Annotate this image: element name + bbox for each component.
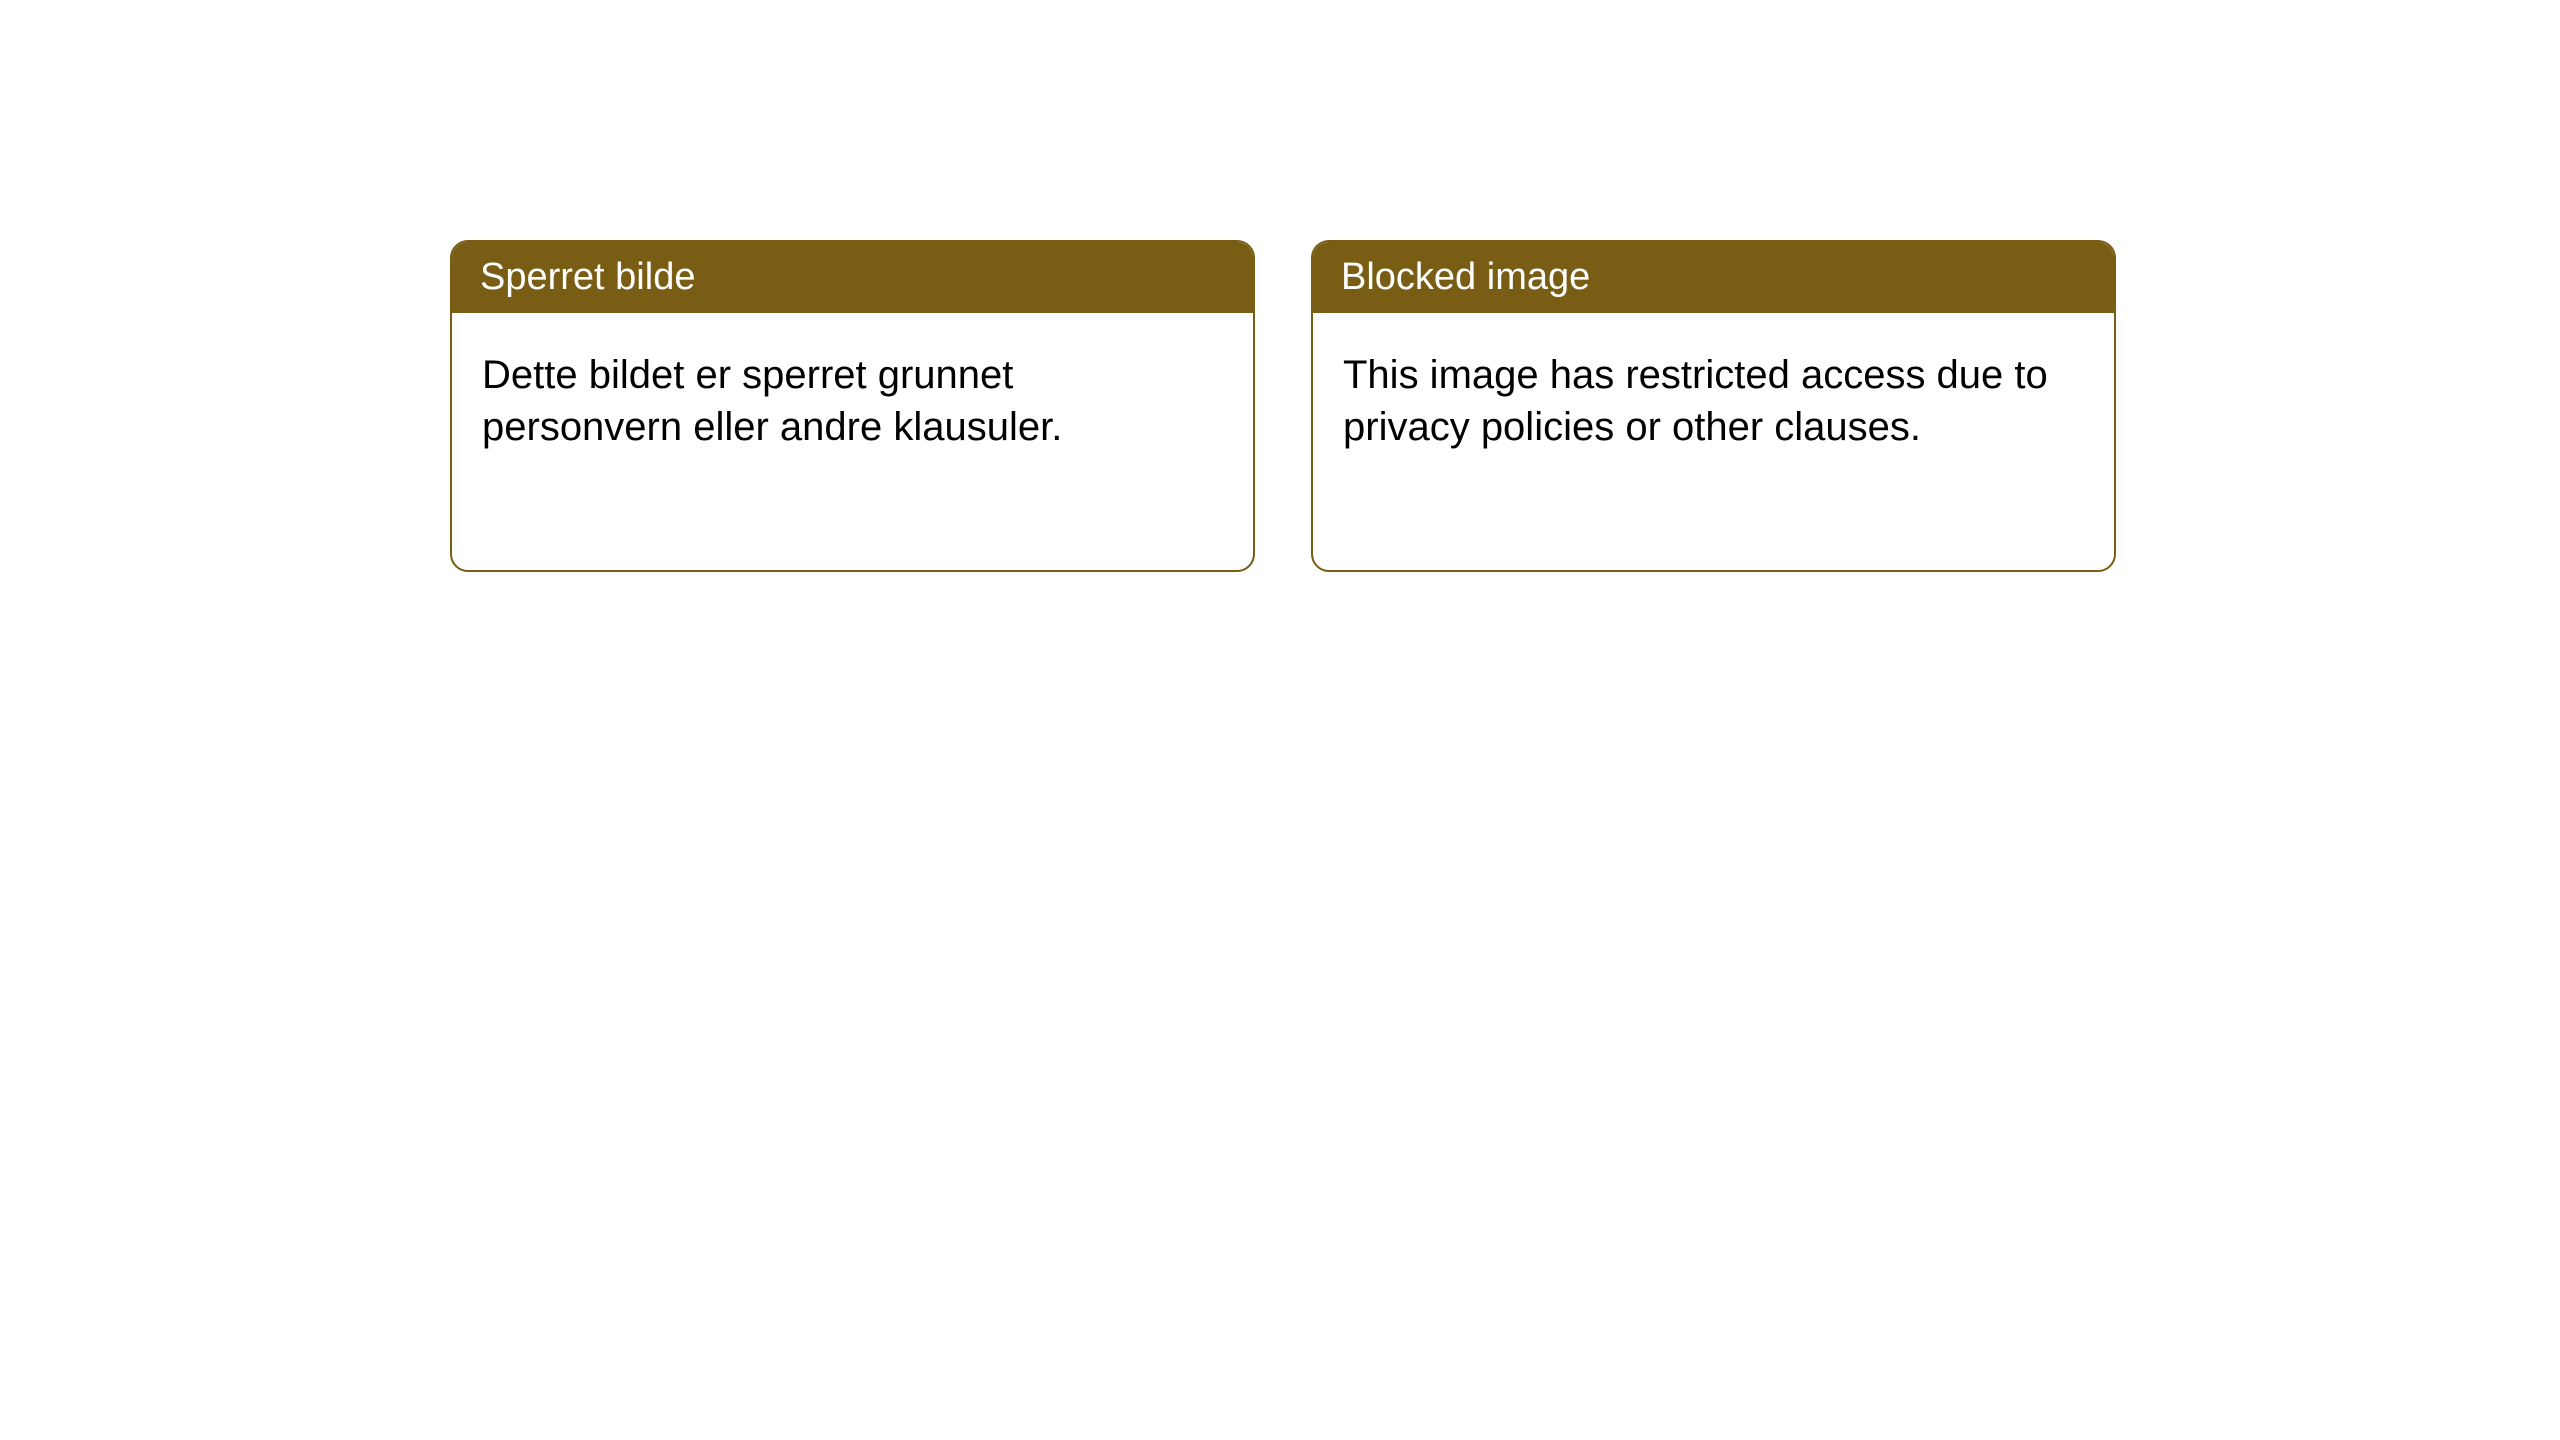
notice-title: Sperret bilde bbox=[480, 256, 695, 298]
notice-message: This image has restricted access due to … bbox=[1343, 353, 2048, 449]
notice-body: This image has restricted access due to … bbox=[1313, 313, 2114, 489]
notice-message: Dette bildet er sperret grunnet personve… bbox=[482, 353, 1062, 449]
notice-card-english: Blocked image This image has restricted … bbox=[1311, 240, 2116, 572]
notice-header: Sperret bilde bbox=[452, 242, 1253, 313]
notice-title: Blocked image bbox=[1341, 256, 1590, 298]
notice-container: Sperret bilde Dette bildet er sperret gr… bbox=[0, 0, 2560, 572]
notice-body: Dette bildet er sperret grunnet personve… bbox=[452, 313, 1253, 489]
notice-header: Blocked image bbox=[1313, 242, 2114, 313]
notice-card-norwegian: Sperret bilde Dette bildet er sperret gr… bbox=[450, 240, 1255, 572]
